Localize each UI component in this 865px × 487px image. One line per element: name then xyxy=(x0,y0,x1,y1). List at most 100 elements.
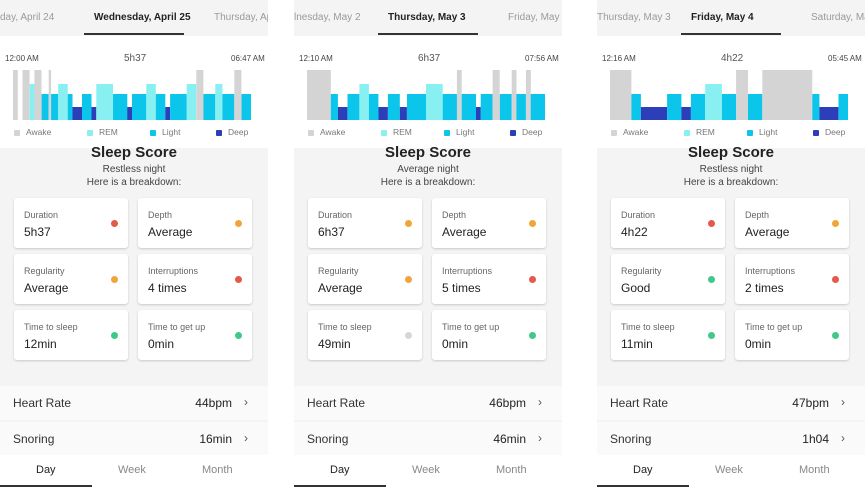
metric-value: Good xyxy=(621,281,651,295)
date-tabs: Thursday, May 3 Friday, May 4 Saturday, Ma… xyxy=(597,0,865,36)
snoring-row[interactable]: Snoring 1h04 › xyxy=(597,422,865,456)
metric-card-depth[interactable]: Depth Average xyxy=(138,198,252,248)
metric-card-regularity[interactable]: Regularity Average xyxy=(14,254,128,304)
legend-deep: Deep xyxy=(813,127,845,137)
date-tab-prev[interactable]: day, April 24 xyxy=(0,12,55,23)
chevron-right-icon: › xyxy=(538,395,542,409)
metric-value: 11min xyxy=(621,337,653,351)
hypnogram-segment-light xyxy=(748,94,763,120)
hypnogram-segment-deep xyxy=(72,107,82,120)
hypnogram-segment-light xyxy=(442,94,457,120)
heart-rate-value: 46bpm xyxy=(489,396,526,410)
tab-week[interactable]: Week xyxy=(715,464,743,476)
tab-day[interactable]: Day xyxy=(633,464,653,476)
metric-value: 5h37 xyxy=(24,225,51,239)
heart-rate-row[interactable]: Heart Rate 44bpm › xyxy=(0,386,268,420)
heart-rate-row[interactable]: Heart Rate 46bpm › xyxy=(294,386,562,420)
sleep-hypnogram xyxy=(13,70,251,120)
hypnogram-segment-awake xyxy=(13,70,18,120)
metric-card-time-to-get-up[interactable]: Time to get up 0min xyxy=(432,310,546,360)
metric-label: Depth xyxy=(442,210,467,220)
hypnogram-segment-light xyxy=(155,94,166,120)
date-tab-next[interactable]: Saturday, May xyxy=(811,12,865,23)
legend-label: Awake xyxy=(26,127,52,137)
date-tab-prev[interactable]: lnesday, May 2 xyxy=(294,12,361,23)
date-tab-next[interactable]: Thursday, Ap xyxy=(214,12,268,23)
snoring-row[interactable]: Snoring 46min › xyxy=(294,422,562,456)
legend-swatch-light xyxy=(444,129,450,136)
metric-card-time-to-get-up[interactable]: Time to get up 0min xyxy=(138,310,252,360)
metric-card-time-to-sleep[interactable]: Time to sleep 49min xyxy=(308,310,422,360)
hypnogram-segment-awake xyxy=(610,70,632,120)
tab-week[interactable]: Week xyxy=(412,464,440,476)
metric-card-time-to-sleep[interactable]: Time to sleep 11min xyxy=(611,310,725,360)
sleep-quality: Restless night xyxy=(102,164,166,175)
metric-card-interruptions[interactable]: Interruptions 4 times xyxy=(138,254,252,304)
tab-month[interactable]: Month xyxy=(202,464,233,476)
hypnogram-segment-deep xyxy=(476,107,481,120)
metric-card-regularity[interactable]: Regularity Average xyxy=(308,254,422,304)
total-sleep-duration: 6h37 xyxy=(418,53,441,64)
legend-label: Awake xyxy=(320,127,346,137)
metric-card-duration[interactable]: Duration 4h22 xyxy=(611,198,725,248)
metric-card-duration[interactable]: Duration 6h37 xyxy=(308,198,422,248)
active-date-indicator xyxy=(84,33,184,35)
metric-status-dot xyxy=(832,276,839,283)
legend-deep: Deep xyxy=(216,127,248,137)
date-tab-active[interactable]: Friday, May 4 xyxy=(691,12,754,23)
hypnogram-segment-light xyxy=(330,94,338,120)
hypnogram-segment-rem xyxy=(705,84,722,120)
date-tab-next[interactable]: Friday, May 4 xyxy=(508,12,562,23)
metric-card-depth[interactable]: Depth Average xyxy=(432,198,546,248)
hypnogram-segment-deep xyxy=(127,107,132,120)
metric-card-time-to-sleep[interactable]: Time to sleep 12min xyxy=(14,310,128,360)
tab-month[interactable]: Month xyxy=(799,464,830,476)
hypnogram-segment-light xyxy=(67,94,73,120)
tab-month[interactable]: Month xyxy=(496,464,527,476)
hypnogram-segment-awake xyxy=(196,70,204,120)
metric-value: 0min xyxy=(745,337,772,351)
sleep-score-title: Sleep Score xyxy=(91,144,177,161)
legend-awake: Awake xyxy=(308,127,345,137)
metric-value: 5 times xyxy=(442,281,481,295)
metric-card-time-to-get-up[interactable]: Time to get up 0min xyxy=(735,310,849,360)
metric-card-interruptions[interactable]: Interruptions 5 times xyxy=(432,254,546,304)
hypnogram-segment-light xyxy=(347,94,360,120)
heart-rate-label: Heart Rate xyxy=(13,396,72,410)
legend-label: REM xyxy=(99,127,118,137)
heart-rate-label: Heart Rate xyxy=(307,396,366,410)
hypnogram-segment-deep xyxy=(681,107,691,120)
period-tabs: Day Week Month xyxy=(294,455,562,487)
sleep-quality: Restless night xyxy=(699,164,763,175)
hypnogram-segment-light xyxy=(368,94,379,120)
date-tabs: lnesday, May 2 Thursday, May 3 Friday, May… xyxy=(294,0,562,36)
hypnogram-card xyxy=(597,36,865,148)
hypnogram-segment-awake xyxy=(234,70,242,120)
metric-card-depth[interactable]: Depth Average xyxy=(735,198,849,248)
active-period-indicator xyxy=(0,485,92,487)
tab-day[interactable]: Day xyxy=(330,464,350,476)
metric-status-dot xyxy=(405,332,412,339)
date-tab-active[interactable]: Wednesday, April 25 xyxy=(94,12,191,23)
legend-label: Light xyxy=(759,127,778,137)
legend-swatch-deep xyxy=(510,129,516,136)
hypnogram-segment-rem xyxy=(359,84,369,120)
tab-day[interactable]: Day xyxy=(36,464,56,476)
metric-label: Time to get up xyxy=(745,322,803,332)
metric-card-duration[interactable]: Duration 5h37 xyxy=(14,198,128,248)
sleep-hypnogram xyxy=(307,70,545,120)
metric-card-regularity[interactable]: Regularity Good xyxy=(611,254,725,304)
metric-card-interruptions[interactable]: Interruptions 2 times xyxy=(735,254,849,304)
legend-label: Light xyxy=(162,127,181,137)
date-tab-prev[interactable]: Thursday, May 3 xyxy=(597,12,671,23)
tab-week[interactable]: Week xyxy=(118,464,146,476)
hypnogram-segment-rem xyxy=(58,84,68,120)
hypnogram-segment-light xyxy=(480,94,493,120)
snoring-value: 1h04 xyxy=(802,432,829,446)
date-tab-active[interactable]: Thursday, May 3 xyxy=(388,12,466,23)
snoring-row[interactable]: Snoring 16min › xyxy=(0,422,268,456)
hypnogram-segment-light xyxy=(461,94,476,120)
heart-rate-row[interactable]: Heart Rate 47bpm › xyxy=(597,386,865,420)
hypnogram-segment-light xyxy=(690,94,706,120)
